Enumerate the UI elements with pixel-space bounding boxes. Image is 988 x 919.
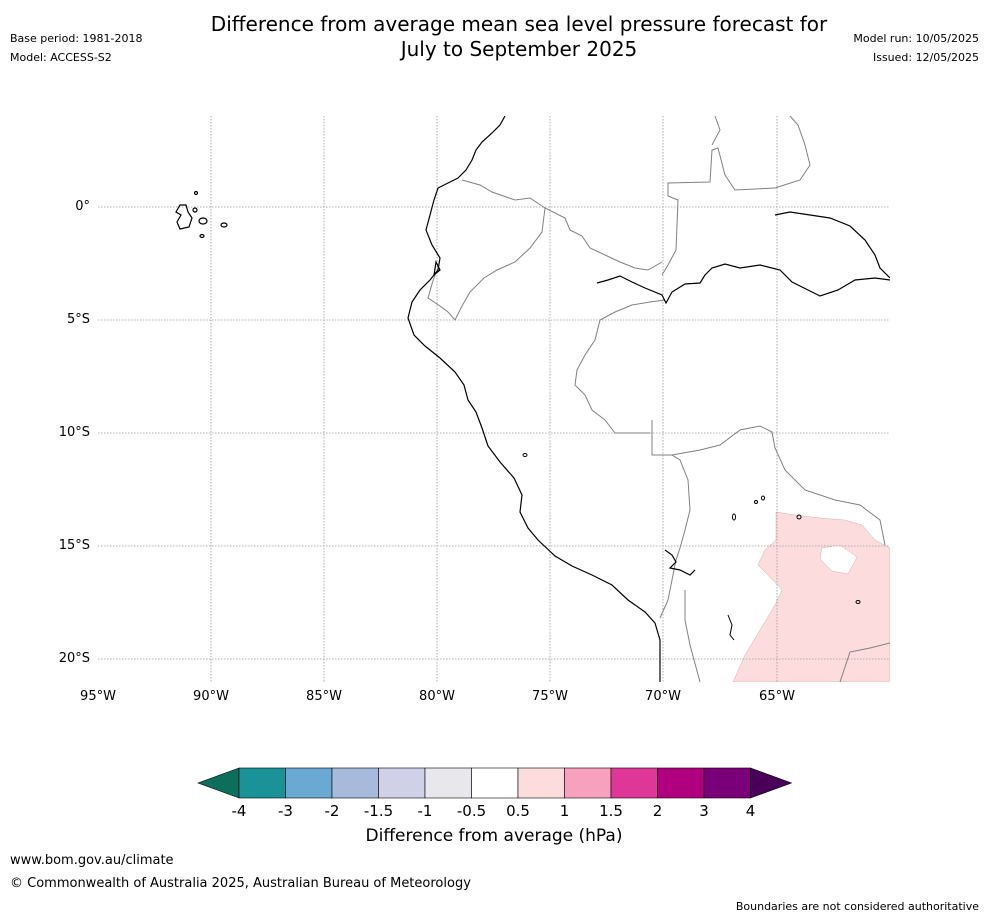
colorbar-segment: [378, 767, 426, 799]
anomaly-region-0.5-to-1: [732, 511, 890, 682]
map-title: Difference from average mean sea level p…: [150, 12, 888, 62]
model-name: Model: ACCESS-S2: [10, 51, 112, 64]
colorbar-tick-label: -1: [418, 802, 433, 820]
colorbar-tick-label: -2: [325, 802, 340, 820]
colorbar-segment: [424, 767, 472, 799]
colorbar-segment: [703, 767, 751, 799]
colorbar-tick-label: 4: [746, 802, 756, 820]
colorbar-segment: [331, 767, 379, 799]
colorbar-tick-label: 0.5: [506, 802, 530, 820]
colorbar-tick-label: 2: [653, 802, 663, 820]
colorbar-tick-label: 1.5: [599, 802, 623, 820]
lat-label-10s: 10°S: [58, 425, 90, 440]
colorbar-segment: [285, 767, 333, 799]
map-area: [98, 116, 890, 682]
lat-label-20s: 20°S: [58, 651, 90, 666]
colorbar-tick-label: 3: [699, 802, 709, 820]
lon-label-75w: 75°W: [532, 689, 568, 704]
lon-label-80w: 80°W: [419, 689, 455, 704]
title-line-2: July to September 2025: [400, 37, 638, 61]
colorbar-extend-low: [197, 767, 240, 799]
colorbar-segment: [657, 767, 705, 799]
colorbar-segment: [238, 767, 286, 799]
base-period: Base period: 1981-2018: [10, 32, 143, 45]
title-line-1: Difference from average mean sea level p…: [210, 12, 828, 36]
galapagos-islands: [175, 190, 228, 239]
colorbar-tick-label: -1.5: [364, 802, 393, 820]
issued-date: Issued: 12/05/2025: [872, 51, 979, 64]
colorbar-tick-label: 1: [560, 802, 570, 820]
copyright: © Commonwealth of Australia 2025, Austra…: [10, 876, 471, 891]
colorbar-title: Difference from average (hPa): [365, 826, 623, 846]
lon-label-85w: 85°W: [306, 689, 342, 704]
website-url: www.bom.gov.au/climate: [10, 853, 174, 868]
coastlines: [407, 116, 890, 682]
lat-label-0: 0°: [75, 199, 90, 214]
lon-label-65w: 65°W: [759, 689, 795, 704]
colorbar: -4 -3 -2 -1.5 -1 -0.5 0.5 1 1.5 2 3 4: [197, 767, 793, 820]
anomaly-hole: [819, 544, 858, 575]
country-borders: [427, 116, 890, 682]
colorbar-tick-label: -4: [232, 802, 247, 820]
model-run: Model run: 10/05/2025: [853, 32, 979, 45]
lakes: [522, 453, 861, 641]
colorbar-tick-label: -0.5: [457, 802, 486, 820]
colorbar-tick-label: -3: [278, 802, 293, 820]
lat-label-5s: 5°S: [66, 312, 90, 327]
boundary-disclaimer: Boundaries are not considered authoritat…: [735, 900, 979, 913]
lon-label-95w: 95°W: [80, 689, 116, 704]
colorbar-segment: [517, 767, 565, 799]
colorbar-segment: [610, 767, 658, 799]
graticule: [98, 116, 890, 682]
colorbar-segment: [471, 767, 519, 799]
colorbar-segment: [564, 767, 612, 799]
lat-label-15s: 15°S: [58, 538, 90, 553]
colorbar-extend-high: [750, 767, 793, 799]
lon-label-70w: 70°W: [645, 689, 681, 704]
lon-label-90w: 90°W: [193, 689, 229, 704]
